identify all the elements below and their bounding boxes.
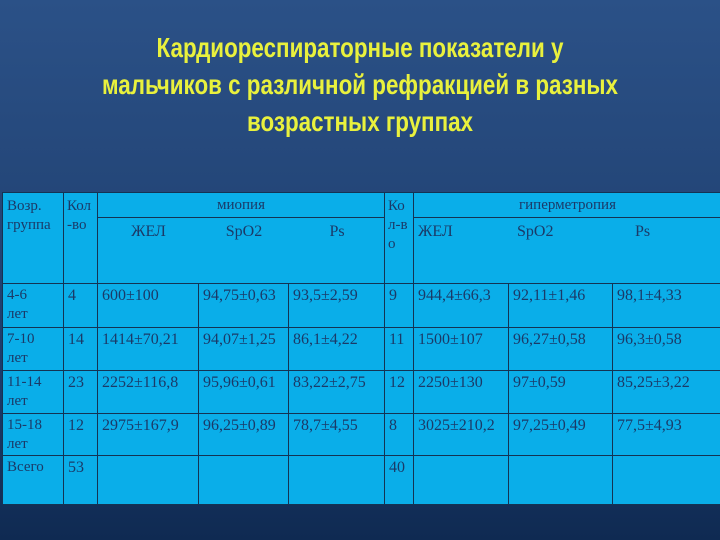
cell-spo2-hyper: 97±0,59: [509, 371, 613, 414]
cell-spo2-myopia: 94,07±1,25: [199, 328, 289, 371]
cell-zhel-myopia: 600±100: [98, 284, 199, 328]
header-group-hypermetropia: гиперметропия: [414, 193, 720, 218]
cell-zhel-hyper-total: [414, 456, 509, 505]
cell-zhel-myopia-total: [98, 456, 199, 505]
cell-count-hyper: 8: [385, 414, 414, 456]
subheader-spo2-hyper: SpO2: [517, 223, 554, 240]
cell-count-hyper: 12: [385, 371, 414, 414]
cell-ps-hyper: 98,1±4,33: [613, 284, 720, 328]
cell-spo2-myopia-total: [199, 456, 289, 505]
header-count-myopia: Кол-во: [64, 193, 98, 284]
slide-title: Кардиореспираторные показатели у мальчик…: [72, 30, 648, 141]
cell-count-hyper: 11: [385, 328, 414, 371]
subheader-zhel-hyper: ЖЕЛ: [418, 223, 453, 240]
cell-ps-hyper: 85,25±3,22: [613, 371, 720, 414]
cell-zhel-hyper: 3025±210,2: [414, 414, 509, 456]
cell-zhel-myopia: 2975±167,9: [98, 414, 199, 456]
cell-count-myopia: 12: [64, 414, 98, 456]
cell-zhel-myopia: 1414±70,21: [98, 328, 199, 371]
subheader-ps-hyper: Ps: [635, 223, 651, 240]
subheader-hypermetropia: ЖЕЛ SpO2 Ps: [414, 218, 720, 284]
cell-age: 7-10 лет: [3, 328, 64, 371]
subheader-ps-myopia: Ps: [329, 223, 345, 240]
data-table: Возр. группа Кол-во миопия Кол-во гиперм…: [2, 192, 720, 505]
cell-ps-hyper-total: [613, 456, 720, 505]
cell-ps-hyper: 77,5±4,93: [613, 414, 720, 456]
cell-zhel-hyper: 1500±107: [414, 328, 509, 371]
cell-age-total: Всего: [3, 456, 64, 505]
header-count-hyper: Кол-во: [385, 193, 414, 284]
cell-count-myopia: 14: [64, 328, 98, 371]
header-age-group: Возр. группа: [3, 193, 64, 284]
cell-ps-myopia: 86,1±4,22: [289, 328, 385, 371]
cell-ps-myopia-total: [289, 456, 385, 505]
cell-spo2-myopia: 95,96±0,61: [199, 371, 289, 414]
header-group-myopia: миопия: [98, 193, 385, 218]
cell-spo2-myopia: 94,75±0,63: [199, 284, 289, 328]
cell-zhel-hyper: 2250±130: [414, 371, 509, 414]
cell-count-myopia: 23: [64, 371, 98, 414]
cell-count-myopia: 4: [64, 284, 98, 328]
cell-spo2-hyper: 97,25±0,49: [509, 414, 613, 456]
slide-title-line-3: возрастных группах: [246, 105, 474, 137]
cell-spo2-hyper-total: [509, 456, 613, 505]
cell-age: 4-6 лет: [3, 284, 64, 328]
cell-spo2-hyper: 92,11±1,46: [509, 284, 613, 328]
cell-ps-hyper: 96,3±0,58: [613, 328, 720, 371]
cell-count-hyper-total: 40: [385, 456, 414, 505]
slide-title-line-2: мальчиков с различной рефракцией в разны…: [101, 68, 619, 100]
slide-title-line-1: Кардиореспираторные показатели у: [156, 32, 564, 63]
cell-age: 15-18 лет: [3, 414, 64, 456]
cell-count-hyper: 9: [385, 284, 414, 328]
cell-zhel-myopia: 2252±116,8: [98, 371, 199, 414]
subheader-myopia: ЖЕЛ SpO2 Ps: [98, 218, 385, 284]
subheader-zhel-myopia: ЖЕЛ: [131, 223, 166, 240]
cell-spo2-myopia: 96,25±0,89: [199, 414, 289, 456]
cell-zhel-hyper: 944,4±66,3: [414, 284, 509, 328]
cell-age: 11-14 лет: [3, 371, 64, 414]
cell-count-myopia-total: 53: [64, 456, 98, 505]
cell-ps-myopia: 93,5±2,59: [289, 284, 385, 328]
cell-spo2-hyper: 96,27±0,58: [509, 328, 613, 371]
cell-ps-myopia: 78,7±4,55: [289, 414, 385, 456]
subheader-spo2-myopia: SpO2: [225, 223, 263, 240]
cell-ps-myopia: 83,22±2,75: [289, 371, 385, 414]
